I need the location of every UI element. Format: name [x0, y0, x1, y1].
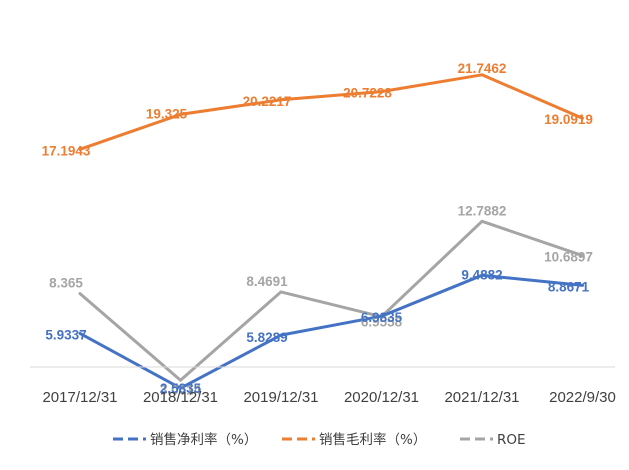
data-label-s1-p5: 19.0919 [544, 112, 593, 127]
data-label-s1-p1: 19.325 [146, 106, 188, 121]
x-tick-labels: 2017/12/31 2018/12/31 2019/12/31 2020/12/31… [42, 389, 615, 406]
series-line-0 [78, 273, 584, 390]
data-label-s0-p2: 5.8289 [246, 330, 287, 345]
series-line-1 [78, 73, 584, 151]
x-tick-label-1: 2018/12/31 [143, 389, 218, 406]
data-label-s2-p2: 8.4691 [246, 274, 288, 289]
data-label-s1-p2: 20.2217 [243, 94, 292, 109]
data-labels: 8.365 3.0614 8.4691 6.9558 12.7882 10.6897 17.… [42, 61, 593, 397]
data-label-s2-p4: 12.7882 [458, 203, 507, 218]
legend-label-0: 销售净利率（%） [150, 431, 257, 448]
data-label-s0-p1: 2.5835 [160, 381, 202, 396]
x-tick-label-2: 2019/12/31 [243, 389, 318, 406]
x-tick-label-3: 2020/12/31 [344, 389, 419, 406]
data-label-s0-p4: 9.4882 [461, 267, 502, 282]
data-label-s2-p5: 10.6897 [544, 250, 593, 265]
data-label-s1-p4: 21.7462 [458, 61, 507, 76]
series-line-2 [78, 219, 584, 382]
data-label-s2-p3: 6.9558 [361, 315, 403, 330]
x-tick-label-4: 2021/12/31 [444, 389, 519, 406]
legend-label-2: ROE [497, 432, 526, 448]
data-label-s0-p0: 5.9337 [45, 327, 86, 342]
data-label-s2-p0: 8.365 [49, 276, 83, 291]
data-label-s0-p3: 6.9835 [361, 310, 403, 325]
data-label-s2-p1: 3.0614 [160, 382, 202, 397]
legend: 销售净利率（%） 销售毛利率（%） ROE [113, 431, 526, 448]
series-lines [78, 73, 584, 390]
legend-label-1: 销售毛利率（%） [319, 431, 426, 448]
data-label-s1-p3: 20.7228 [343, 86, 392, 101]
x-tick-label-0: 2017/12/31 [42, 389, 117, 406]
data-label-s1-p0: 17.1943 [42, 143, 91, 158]
data-label-s0-p5: 8.8671 [548, 279, 590, 294]
x-tick-label-5: 2022/9/30 [549, 389, 616, 406]
